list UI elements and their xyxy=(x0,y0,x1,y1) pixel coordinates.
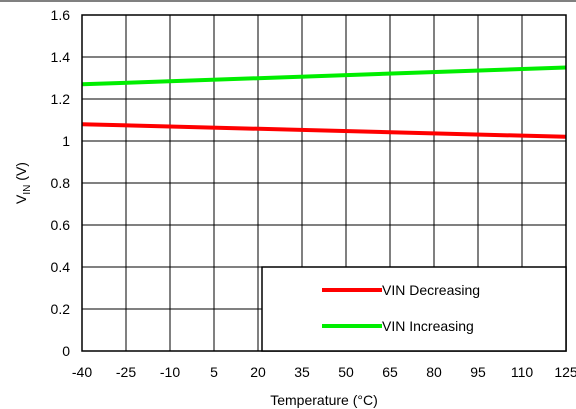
legend: VIN Decreasing VIN Increasing xyxy=(261,266,567,352)
y-axis-title-unit: (V) xyxy=(13,162,29,185)
y-tick-label: 1.4 xyxy=(51,49,71,65)
x-tick-label: 50 xyxy=(338,364,354,380)
y-tick-label: 1 xyxy=(62,133,70,149)
x-axis-tick-labels: -40 -25 -10 5 20 35 50 65 80 95 110 125 xyxy=(72,364,576,380)
x-tick-label: -10 xyxy=(160,364,180,380)
y-axis-title-main: V xyxy=(13,194,29,204)
x-tick-label: 80 xyxy=(426,364,442,380)
x-tick-label: -25 xyxy=(116,364,136,380)
y-tick-label: 0.4 xyxy=(51,259,71,275)
x-tick-label: 35 xyxy=(294,364,310,380)
x-tick-label: 65 xyxy=(382,364,398,380)
y-axis-tick-labels: 0 0.2 0.4 0.6 0.8 1 1.2 1.4 1.6 xyxy=(51,7,71,359)
y-axis-title: VIN (V) xyxy=(13,162,33,204)
legend-label-vin-increasing: VIN Increasing xyxy=(382,318,474,334)
y-tick-label: 1.2 xyxy=(51,91,71,107)
y-tick-label: 0 xyxy=(62,343,70,359)
series-line-vin-decreasing xyxy=(81,122,567,139)
x-tick-label: -40 xyxy=(72,364,92,380)
series-lines xyxy=(81,65,567,139)
x-tick-label: 20 xyxy=(250,364,266,380)
y-axis-title-subscript: IN xyxy=(22,185,33,195)
legend-label-vin-decreasing: VIN Decreasing xyxy=(382,282,480,298)
legend-box xyxy=(261,266,567,352)
series-line-vin-increasing xyxy=(81,65,567,87)
x-tick-label: 95 xyxy=(470,364,486,380)
y-tick-label: 1.6 xyxy=(51,7,71,23)
x-tick-label: 125 xyxy=(554,364,576,380)
x-tick-label: 5 xyxy=(210,364,218,380)
y-tick-label: 0.2 xyxy=(51,301,71,317)
y-tick-label: 0.6 xyxy=(51,217,71,233)
legend-items: VIN Decreasing VIN Increasing xyxy=(322,282,480,334)
y-tick-label: 0.8 xyxy=(51,175,71,191)
x-tick-label: 110 xyxy=(511,364,534,380)
x-axis-title: Temperature (°C) xyxy=(270,392,378,408)
